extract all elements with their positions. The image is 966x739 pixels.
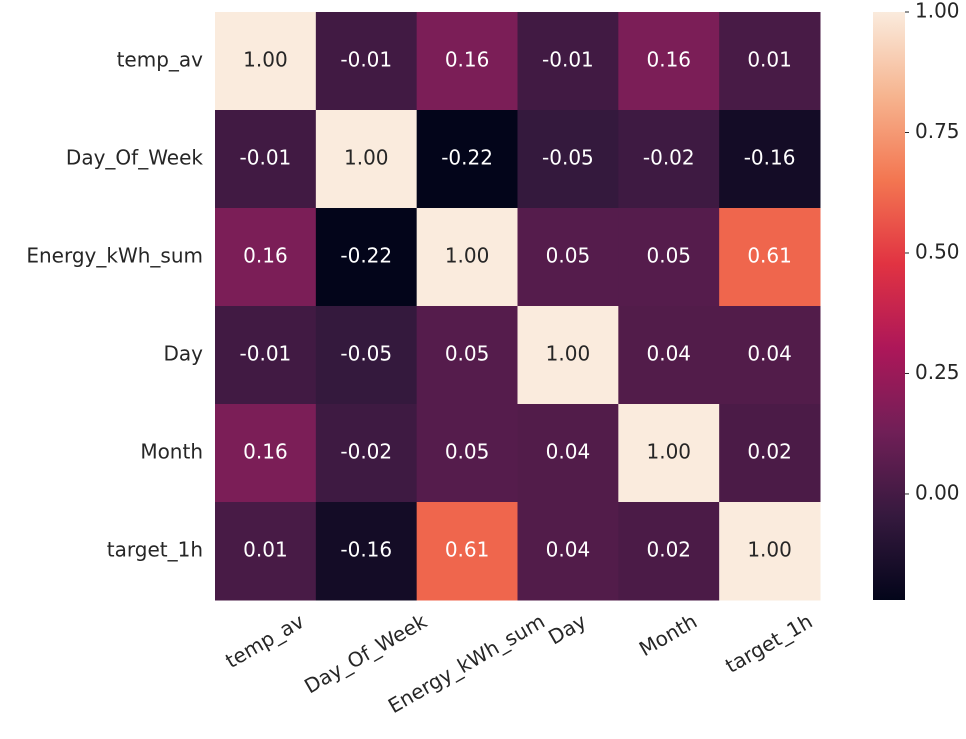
heatmap-cell [618, 502, 720, 601]
heatmap-cell [416, 306, 518, 405]
cell-label: 0.04 [747, 342, 792, 366]
heatmap-cell [517, 110, 619, 209]
x-tick-label: temp_av [221, 609, 308, 673]
cell-label: 1.00 [646, 440, 691, 464]
heatmap-cell [719, 502, 821, 601]
cell-label: -0.01 [542, 48, 594, 72]
heatmap-cell [517, 12, 619, 111]
heatmap-cell [416, 208, 518, 307]
cell-label: 0.05 [546, 244, 591, 268]
heatmap-cell [618, 12, 720, 111]
heatmap-cell [416, 404, 518, 503]
x-tick-label: Month [635, 609, 701, 661]
cell-label: -0.16 [744, 146, 796, 170]
x-tick-label: Day [544, 609, 590, 650]
cell-label: 0.61 [747, 244, 792, 268]
heatmap-cell [315, 208, 418, 307]
colorbar-tick-label: 1.00 [915, 0, 960, 23]
cell-label: -0.22 [340, 244, 392, 268]
cell-label: 1.00 [747, 538, 792, 562]
heatmap-cell [315, 12, 418, 111]
cell-label: -0.05 [542, 146, 594, 170]
heatmap-cell [517, 208, 619, 307]
cell-label: 0.02 [747, 440, 792, 464]
cell-label: 0.01 [243, 538, 288, 562]
heatmap-cell [215, 404, 317, 503]
heatmap-cell [416, 502, 518, 601]
cell-label: -0.22 [441, 146, 493, 170]
heatmap-cell [315, 502, 418, 601]
heatmap-cell [215, 502, 317, 601]
heatmap-cell [618, 404, 720, 503]
heatmap-cell [719, 110, 821, 209]
heatmap-cell [215, 110, 317, 209]
cell-label: -0.05 [340, 342, 392, 366]
cell-label: -0.16 [340, 538, 392, 562]
heatmap-cell [315, 404, 418, 503]
heatmap-cell [517, 502, 619, 601]
heatmap-cell [618, 208, 720, 307]
cell-label: 1.00 [546, 342, 591, 366]
cell-label: 0.16 [243, 244, 288, 268]
y-tick-label: Day_Of_Week [66, 146, 203, 170]
cell-label: 0.16 [646, 48, 691, 72]
cell-label: -0.01 [240, 342, 292, 366]
colorbar-tick-label: 0.25 [915, 360, 960, 384]
y-tick-label: Month [140, 440, 203, 464]
cell-label: -0.01 [240, 146, 292, 170]
cell-label: 0.04 [646, 342, 691, 366]
cell-label: 1.00 [344, 146, 389, 170]
cell-label: 1.00 [445, 244, 490, 268]
heatmap-cell [517, 404, 619, 503]
cell-label: 0.04 [546, 538, 591, 562]
y-tick-label: Energy_kWh_sum [26, 244, 203, 268]
heatmap-cell [719, 208, 821, 307]
heatmap-cell [618, 306, 720, 405]
y-tick-label: Day [164, 342, 204, 366]
heatmap-cell [719, 306, 821, 405]
heatmap-cell [618, 110, 720, 209]
heatmap-cell [719, 12, 821, 111]
heatmap-cell [416, 12, 518, 111]
x-tick-label: target_1h [721, 609, 816, 678]
heatmap-cell [315, 110, 418, 209]
heatmap-cell [215, 208, 317, 307]
cell-label: 1.00 [243, 48, 288, 72]
heatmap-cell [517, 306, 619, 405]
cell-label: 0.02 [646, 538, 691, 562]
cell-label: 0.05 [646, 244, 691, 268]
heatmap-cell [215, 12, 317, 111]
cell-label: 0.05 [445, 342, 490, 366]
heatmap-cell [215, 306, 317, 405]
cell-label: 0.16 [243, 440, 288, 464]
y-tick-label: target_1h [107, 538, 203, 562]
cell-label: 0.05 [445, 440, 490, 464]
colorbar-tick-label: 0.50 [915, 239, 960, 263]
cell-label: -0.02 [643, 146, 695, 170]
heatmap-cell [416, 110, 518, 209]
cell-label: 0.16 [445, 48, 490, 72]
cell-label: 0.04 [546, 440, 591, 464]
heatmap-cell [315, 306, 418, 405]
y-tick-label: temp_av [117, 48, 204, 72]
heatmap-cell [719, 404, 821, 503]
cell-label: -0.02 [340, 440, 392, 464]
colorbar-tick-label: 0.00 [915, 480, 960, 504]
colorbar [873, 12, 905, 600]
colorbar-tick-label: 0.75 [915, 119, 960, 143]
cell-label: -0.01 [340, 48, 392, 72]
cell-label: 0.61 [445, 538, 490, 562]
cell-label: 0.01 [747, 48, 792, 72]
